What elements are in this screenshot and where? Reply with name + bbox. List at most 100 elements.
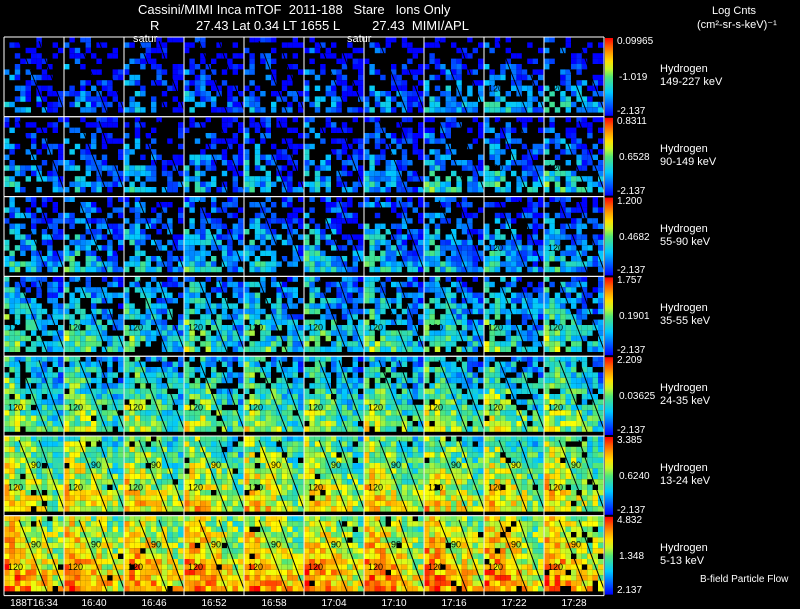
heat-pixel xyxy=(320,229,326,235)
heat-pixel xyxy=(80,91,86,97)
heat-pixel xyxy=(200,53,206,59)
heat-pixel xyxy=(527,223,533,229)
heat-pixel xyxy=(41,69,48,75)
heat-pixel xyxy=(178,361,184,367)
heat-pixel xyxy=(178,122,184,128)
heat-pixel xyxy=(96,335,102,342)
heat-pixel xyxy=(461,330,468,336)
heat-pixel xyxy=(484,399,490,405)
heat-pixel xyxy=(227,361,233,367)
heat-pixel xyxy=(25,196,31,202)
heat-pixel xyxy=(249,239,255,246)
heat-pixel xyxy=(287,187,293,193)
heat-pixel xyxy=(369,202,375,208)
heat-pixel xyxy=(96,176,102,182)
heat-pixel xyxy=(271,410,277,416)
heat-pixel xyxy=(407,394,413,400)
heat-pixel xyxy=(216,187,222,193)
heat-pixel xyxy=(451,149,457,155)
heat-pixel xyxy=(221,116,228,123)
heat-pixel xyxy=(80,116,86,123)
heat-pixel xyxy=(161,69,168,75)
heat-pixel xyxy=(134,404,141,411)
heat-pixel xyxy=(440,404,446,411)
heat-pixel xyxy=(412,149,418,155)
heat-pixel xyxy=(320,165,326,171)
heat-pixel xyxy=(118,276,124,282)
heat-pixel xyxy=(101,346,108,352)
heat-pixel xyxy=(129,330,135,336)
heat-pixel xyxy=(391,250,397,256)
heat-pixel xyxy=(200,250,206,256)
heat-pixel xyxy=(418,256,424,262)
heat-pixel xyxy=(101,122,108,128)
heat-pixel xyxy=(298,330,304,336)
heat-pixel xyxy=(172,181,178,187)
heat-pixel xyxy=(69,421,75,427)
heat-pixel xyxy=(385,196,391,202)
heat-pixel xyxy=(200,170,206,177)
heat-pixel xyxy=(456,245,462,251)
heat-pixel xyxy=(74,47,81,54)
heat-pixel xyxy=(254,101,261,108)
heat-pixel xyxy=(271,239,277,246)
heat-pixel xyxy=(532,367,538,373)
heat-pixel xyxy=(184,261,190,267)
heat-pixel xyxy=(156,372,162,378)
heat-pixel xyxy=(140,410,146,416)
heat-pixel xyxy=(52,127,58,133)
heat-pixel xyxy=(107,399,113,405)
heat-pixel xyxy=(91,399,97,405)
heat-pixel xyxy=(341,394,348,400)
heat-pixel xyxy=(380,399,386,405)
heat-pixel xyxy=(276,218,282,224)
heat-pixel xyxy=(369,69,375,75)
heat-pixel xyxy=(407,404,413,411)
heat-pixel xyxy=(41,85,48,91)
heat-pixel xyxy=(184,47,190,54)
heat-pixel xyxy=(25,176,31,182)
heat-pixel xyxy=(112,223,118,229)
heat-pixel xyxy=(85,330,91,336)
heat-pixel xyxy=(456,74,462,81)
heat-pixel xyxy=(260,187,266,193)
heat-pixel xyxy=(129,341,135,347)
heat-pixel xyxy=(227,122,233,128)
heat-pixel xyxy=(309,399,315,405)
heat-pixel xyxy=(41,239,48,246)
contour-line xyxy=(98,200,126,273)
heat-pixel xyxy=(380,415,386,421)
heat-pixel xyxy=(227,165,233,171)
heat-pixel xyxy=(521,319,528,325)
heat-pixel xyxy=(554,107,561,113)
heat-pixel xyxy=(461,287,468,293)
heat-pixel xyxy=(456,421,462,427)
heat-pixel xyxy=(178,325,184,331)
heat-pixel xyxy=(598,58,604,64)
heat-pixel xyxy=(161,394,168,400)
heat-pixel xyxy=(69,335,75,342)
heat-pixel xyxy=(156,42,162,48)
heat-pixel xyxy=(532,410,538,416)
heat-pixel xyxy=(391,223,397,229)
heat-pixel xyxy=(532,330,538,336)
heat-pixel xyxy=(309,69,315,75)
heat-pixel xyxy=(424,372,430,378)
heat-pixel xyxy=(107,281,113,288)
heat-pixel xyxy=(581,298,588,304)
heat-pixel xyxy=(505,330,511,336)
heat-pixel xyxy=(560,187,566,193)
heat-pixel xyxy=(249,218,255,224)
heat-pixel xyxy=(358,80,364,86)
heat-pixel xyxy=(91,256,97,262)
heat-pixel xyxy=(25,234,31,240)
heat-pixel xyxy=(129,107,135,113)
heat-pixel xyxy=(549,325,555,331)
contour-line xyxy=(138,200,168,273)
heat-pixel xyxy=(238,372,244,378)
heat-pixel xyxy=(587,261,593,267)
heat-pixel xyxy=(249,261,255,267)
heat-pixel xyxy=(412,176,418,182)
heat-pixel xyxy=(347,266,353,273)
heat-pixel xyxy=(254,383,261,389)
